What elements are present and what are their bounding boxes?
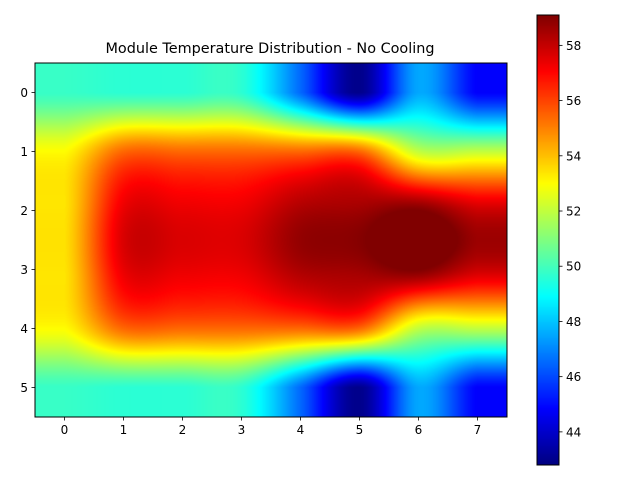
colorbar-tick-label: 58 (566, 39, 581, 53)
colorbar-tick-label: 54 (566, 149, 581, 163)
colorbar-tick-label: 48 (566, 315, 581, 329)
x-tick-label: 1 (120, 423, 128, 437)
x-tick-label: 3 (238, 423, 246, 437)
colorbar-tick-label: 56 (566, 94, 581, 108)
y-tick-label: 1 (20, 145, 28, 159)
colorbar-gradient (537, 15, 559, 465)
colorbar-tick-label: 46 (566, 370, 581, 384)
colorbar: 44 46 48 50 52 54 56 58 (537, 15, 581, 465)
x-tick-label: 0 (61, 423, 69, 437)
y-tick-label: 2 (20, 204, 28, 218)
heatmap-plot (35, 63, 507, 417)
x-tick-label: 6 (415, 423, 423, 437)
x-tick-label: 7 (474, 423, 482, 437)
x-axis: 0 1 2 3 4 5 6 7 (61, 417, 482, 437)
colorbar-tick-label: 52 (566, 205, 581, 219)
y-tick-label: 5 (20, 381, 28, 395)
y-tick-label: 4 (20, 322, 28, 336)
chart-title: Module Temperature Distribution - No Coo… (106, 41, 435, 57)
x-tick-label: 5 (356, 423, 364, 437)
colorbar-tick-label: 50 (566, 260, 581, 274)
colorbar-ticks: 44 46 48 50 52 54 56 58 (559, 39, 581, 440)
y-axis: 0 1 2 3 4 5 (20, 86, 35, 395)
x-tick-label: 2 (179, 423, 187, 437)
heatmap-image (35, 63, 507, 417)
colorbar-tick-label: 44 (566, 425, 581, 439)
y-tick-label: 3 (20, 263, 28, 277)
x-tick-label: 4 (297, 423, 305, 437)
y-tick-label: 0 (20, 86, 28, 100)
